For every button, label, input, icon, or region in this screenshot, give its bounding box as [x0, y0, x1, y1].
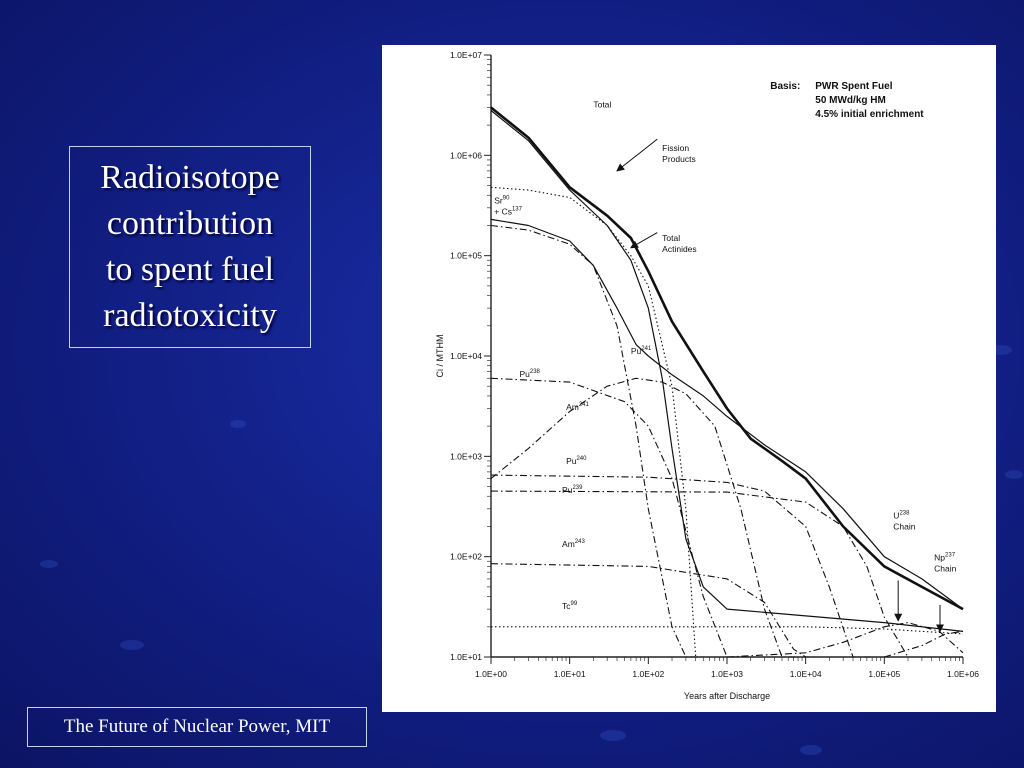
- series-label: Fission: [662, 143, 689, 153]
- y-tick-label: 1.0E+04: [450, 351, 482, 361]
- x-tick-label: 1.0E+04: [790, 669, 822, 679]
- series-am243: [490, 563, 815, 658]
- series-label: Am243: [562, 539, 585, 549]
- y-tick-label: 1.0E+03: [450, 451, 482, 461]
- x-axis-label: Years after Discharge: [684, 691, 770, 701]
- series-label: U238: [893, 511, 910, 521]
- series-label: Chain: [893, 522, 915, 532]
- basis-label: Basis:: [770, 81, 800, 92]
- series-label: Pu238: [519, 369, 540, 379]
- series-label: Products: [662, 154, 696, 164]
- series-pu238: [490, 377, 741, 658]
- slide-title-box: Radioisotope contribution to spent fuel …: [69, 146, 311, 348]
- y-tick-label: 1.0E+07: [450, 50, 482, 60]
- series-np237-chain: [884, 630, 964, 658]
- basis-line: 4.5% initial enrichment: [815, 109, 924, 120]
- chart-panel: 1.0E+00 1.0E+01 1.0E+02 1.0E+03 1.0E+04 1.0E+…: [382, 45, 996, 712]
- series-pu239: [490, 490, 909, 658]
- slide-title: Radioisotope contribution to spent fuel …: [100, 159, 280, 334]
- series-total: [490, 106, 964, 611]
- series-sr90-cs137: [490, 186, 697, 658]
- x-tick-label: 1.0E+06: [947, 669, 979, 679]
- radiotoxicity-chart: 1.0E+00 1.0E+01 1.0E+02 1.0E+03 1.0E+04 1.0E+…: [435, 50, 979, 701]
- basis-line: PWR Spent Fuel: [815, 81, 892, 92]
- annotation-arrow: [630, 232, 658, 249]
- annotation-arrow: [616, 138, 658, 172]
- y-tick-label: 1.0E+01: [450, 652, 482, 662]
- series-label: Pu239: [562, 485, 583, 495]
- series-label: Tc99: [562, 601, 578, 611]
- series-label: Np237: [934, 552, 956, 562]
- x-tick-label: 1.0E+02: [632, 669, 664, 679]
- series-label: Chain: [934, 563, 956, 573]
- series-label: Total: [662, 233, 680, 243]
- series-label: Am241: [566, 402, 589, 412]
- y-tick-label: 1.0E+06: [450, 150, 482, 160]
- series-u238-chain: [726, 622, 964, 658]
- slide-footer: The Future of Nuclear Power, MIT: [63, 716, 331, 737]
- series-label: Actinides: [662, 244, 697, 254]
- grid-layer: [487, 59, 960, 661]
- series-label: Pu241: [631, 346, 652, 356]
- x-tick-label: 1.0E+01: [554, 669, 586, 679]
- y-tick-label: 1.0E+05: [450, 251, 482, 261]
- series-label: Total: [593, 99, 611, 109]
- x-tick-label: 1.0E+03: [711, 669, 743, 679]
- series-pu241: [490, 224, 704, 658]
- y-tick-label: 1.0E+02: [450, 552, 482, 562]
- series-fission-products: [490, 110, 964, 632]
- series-tc99: [491, 626, 964, 635]
- slide-footer-box: The Future of Nuclear Power, MIT: [27, 707, 367, 747]
- x-tick-label: 1.0E+00: [475, 669, 507, 679]
- basis-line: 50 MWd/kg HM: [815, 95, 886, 106]
- series-pu240: [490, 474, 873, 658]
- series-total-actinides: [490, 218, 964, 610]
- series-label: Sr90: [494, 196, 510, 206]
- series-label: Pu240: [566, 456, 587, 466]
- axes-layer: 1.0E+00 1.0E+01 1.0E+02 1.0E+03 1.0E+04 1.0E+…: [435, 50, 979, 701]
- series-am241: [490, 377, 798, 658]
- x-tick-label: 1.0E+05: [868, 669, 900, 679]
- y-axis-label: Ci / MTHM: [435, 335, 445, 378]
- series-layer: [490, 106, 964, 658]
- series-label: + Cs137: [494, 207, 522, 217]
